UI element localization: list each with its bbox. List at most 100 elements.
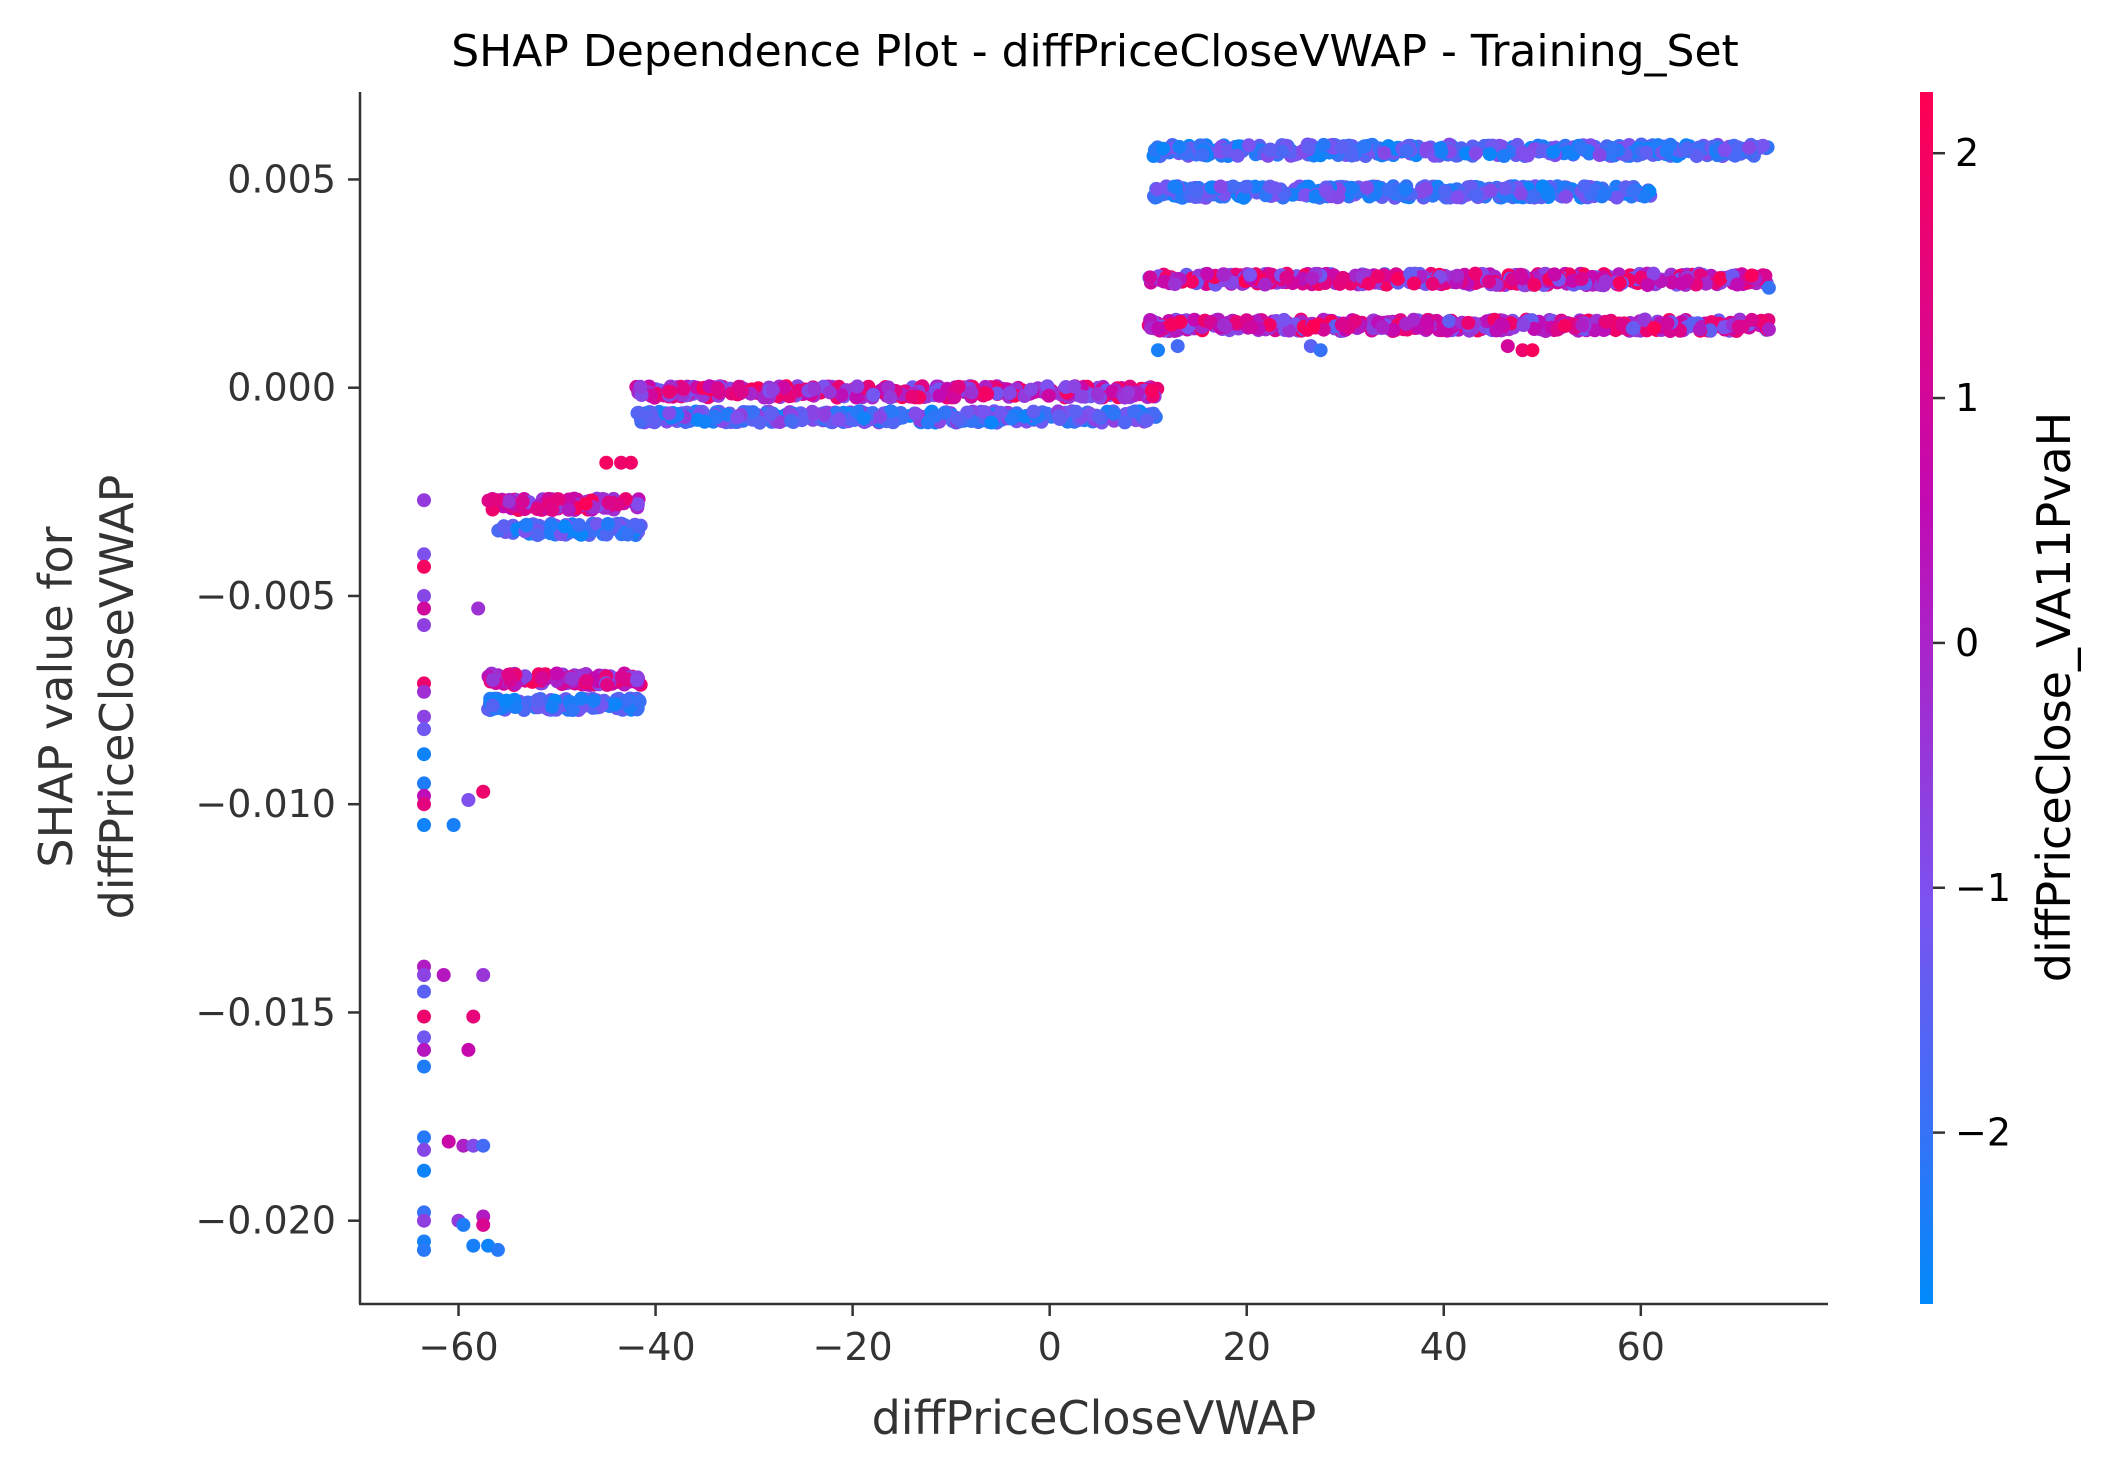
scatter-point [1213,179,1228,194]
y-axis-ticks: 0.005 0.000 −0.005 −0.010 −0.015 −0.020 [195,157,360,1243]
scatter-point [711,381,725,396]
scatter-point [564,671,579,686]
scatter-point [417,1213,431,1228]
scatter-point [908,406,923,421]
scatter-point [574,691,589,706]
scatter-point [1274,144,1289,159]
scatter-point [1689,149,1704,164]
scatter-point [1468,146,1483,161]
scatter-point [499,693,514,708]
y-axis-label-line-2: diffPriceCloseVWAP [90,475,144,920]
scatter-point [1612,276,1627,290]
scatter-point [1468,266,1483,281]
y-tick-label: −0.010 [195,782,336,826]
scatter-point [1461,315,1476,330]
scatter-point [1434,145,1449,159]
scatter-point [1516,318,1531,332]
scatter-point [1041,388,1056,403]
scatter-point [417,1130,431,1145]
scatter-point [1277,312,1291,327]
scatter-point [1121,385,1136,400]
scatter-point [1301,140,1316,155]
scatter-point [928,409,942,423]
scatter-point [1761,280,1776,295]
scatter-point [417,722,431,737]
scatter-point [417,559,431,574]
scatter-point [1117,415,1132,430]
scatter-point [1157,274,1171,289]
scatter-point [1575,318,1590,332]
y-tick-label: −0.020 [195,1199,336,1243]
x-tick-label: 0 [1038,1325,1062,1369]
scatter-point [599,455,614,470]
scatter-point [501,667,516,682]
scatter-point [417,747,431,762]
scatter-point [490,1242,505,1257]
scatter-point [549,666,564,681]
scatter-point [1728,148,1743,163]
scatter-point [561,492,576,507]
scatter-point [1399,144,1414,158]
scatter-point [1170,339,1185,354]
scatter-point [1744,268,1759,283]
scatter-point [886,415,901,430]
scatter-point [1450,268,1465,283]
scatter-point [1069,404,1084,419]
scatter-point [631,405,646,420]
scatter-point [1647,321,1662,335]
scatter-point [1361,276,1376,291]
scatter-point [1497,149,1511,163]
scatter-point [417,1242,431,1257]
scatter-point [993,405,1008,420]
scatter-point [1731,319,1746,334]
scatter-point [1513,267,1528,282]
scatter-point [1282,323,1297,338]
scatter-point [1438,184,1453,199]
scatter-point [1359,180,1374,195]
scatter-point [1500,339,1515,354]
scatter-point [417,547,431,562]
scatter-point [1092,409,1107,424]
scatter-point [850,379,865,394]
scatter-point [984,415,999,430]
scatter-point [1468,188,1483,203]
scatter-point [476,784,491,799]
scatter-point [1526,189,1541,204]
y-axis-label: SHAP value for diffPriceCloseVWAP [29,475,144,920]
scatter-point [545,699,559,714]
scatter-point [1168,277,1182,292]
scatter-point [1742,140,1757,155]
scatter-point [417,601,431,616]
x-tick-label: 20 [1223,1325,1271,1369]
scatter-point [608,697,623,712]
x-axis-ticks: −60 −40 −20 0 20 40 60 [418,1304,1665,1369]
scatter-point [485,672,500,687]
scatter-point [446,818,461,832]
scatter-point [1004,411,1019,426]
scatter-point [662,406,677,421]
scatter-point [1344,148,1359,163]
scatter-point [866,387,881,402]
scatter-point [873,409,888,424]
scatter-point [805,407,820,422]
scatter-point [1407,276,1422,291]
y-tick-label: −0.015 [195,990,336,1034]
scatter-point [1625,321,1640,336]
scatter-point [1026,404,1041,419]
scatter-point [1200,266,1215,281]
scatter-point [676,381,691,396]
scatter-point [1420,314,1435,329]
scatter-point [1483,183,1498,198]
y-tick-label: −0.005 [195,574,336,618]
scatter-point [530,694,545,709]
scatter-point [441,1134,456,1149]
scatter-point [1267,181,1282,196]
x-tick-label: −40 [615,1325,695,1369]
scatter-points [417,137,1776,1257]
scatter-point [1390,271,1405,286]
scatter-point [1279,270,1294,285]
scatter-point [1355,140,1370,155]
scatter-point [949,410,964,425]
scatter-point [1316,137,1331,152]
scatter-point [1497,181,1512,196]
